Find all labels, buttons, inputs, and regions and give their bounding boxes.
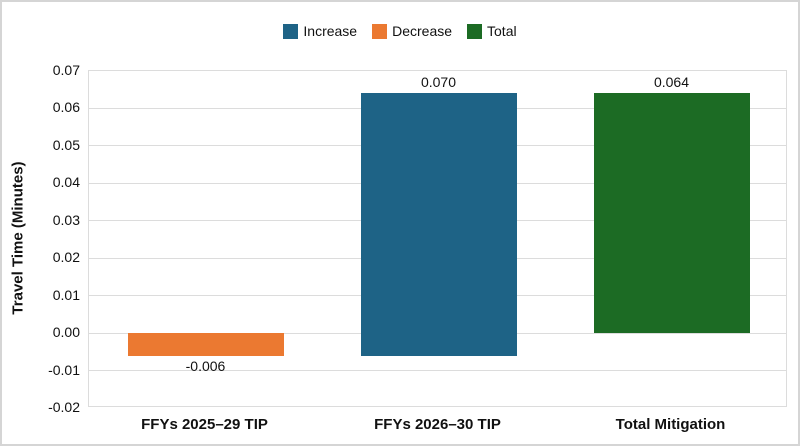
legend-label: Total [487,23,517,39]
legend: Increase Decrease Total [2,22,798,40]
bar-decrease [127,333,284,356]
y-tick-label: 0.07 [52,62,80,78]
y-axis-title: Travel Time (Minutes) [9,161,27,315]
legend-item-increase: Increase [283,23,357,39]
legend-label: Decrease [392,23,453,39]
y-tick-label: 0.06 [52,99,80,116]
x-axis-label: FFYs 2025–29 TIP [141,416,268,433]
legend-swatch-increase [283,23,299,39]
gridline [89,370,786,372]
bar-value-label: -0.006 [185,357,226,374]
bar-increase [360,93,517,356]
plot-area: -0.006 0.070 0.064 [88,70,787,407]
bar-total [593,93,750,334]
legend-label: Increase [303,23,358,39]
legend-item-total: Total [467,23,517,39]
y-tick-label: -0.02 [48,399,80,415]
x-axis-label: Total Mitigation [615,416,726,433]
legend-swatch-total [467,23,483,39]
bar-value-label: 0.070 [420,74,457,91]
y-tick-label: 0.05 [52,136,80,153]
y-tick-label: 0.03 [52,211,80,228]
legend-item-decrease: Decrease [372,23,452,39]
x-axis-label: FFYs 2026–30 TIP [374,416,501,433]
y-tick-label: 0.00 [52,324,80,341]
y-tick-label: 0.04 [52,174,80,191]
y-tick-label: 0.01 [52,286,80,303]
y-tick-label: 0.02 [52,249,80,266]
legend-swatch-decrease [372,23,388,39]
y-tick-label: -0.01 [48,361,80,378]
bar-value-label: 0.064 [653,74,690,91]
